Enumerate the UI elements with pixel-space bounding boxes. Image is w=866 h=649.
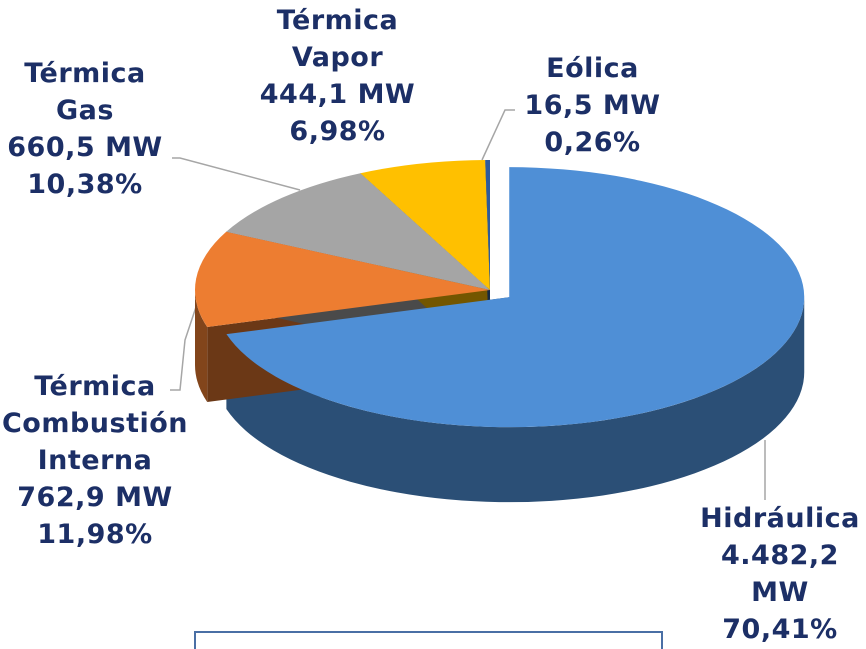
value-label: 762,9 MW — [17, 482, 173, 513]
value-label: 444,1 MW — [259, 79, 416, 110]
value-label: 10,38% — [27, 169, 143, 200]
frame — [194, 631, 663, 649]
data-label: Térmica Vapor 444,1 MW 6,98% — [250, 2, 425, 150]
data-label: Térmica Gas 660,5 MW 10,38% — [0, 55, 170, 203]
category-label: Térmica Combustión Interna — [1, 371, 189, 476]
category-label: Térmica Gas — [24, 58, 146, 126]
slice — [194, 231, 490, 328]
slice — [485, 160, 490, 290]
slice-side — [195, 290, 208, 403]
category-label: Térmica Vapor — [276, 5, 399, 73]
leader-lines — [170, 109, 766, 500]
category-label: Eólica — [546, 53, 639, 84]
pie-tops — [194, 160, 805, 428]
leader-line — [481, 109, 515, 161]
value-label: 70,41% — [722, 614, 838, 645]
slice — [360, 160, 490, 290]
slice — [226, 173, 491, 290]
leader-line — [172, 157, 301, 191]
slice — [226, 167, 805, 428]
data-label: Térmica Combustión Interna 762,9 MW 11,98% — [0, 368, 200, 553]
value-label: 16,5 MW — [524, 90, 661, 121]
data-label: Hidráulica 4.482,2 MW 70,41% — [690, 500, 866, 648]
value-label: 11,98% — [37, 519, 153, 550]
value-label: 4.482,2 MW — [721, 540, 839, 608]
value-label: 660,5 MW — [7, 132, 163, 163]
data-label: Eólica 16,5 MW 0,26% — [515, 50, 670, 161]
category-label: Hidráulica — [700, 503, 860, 534]
value-label: 0,26% — [544, 127, 641, 158]
value-label: 6,98% — [289, 116, 386, 147]
slice-side — [226, 297, 805, 503]
leader-line — [170, 294, 201, 391]
